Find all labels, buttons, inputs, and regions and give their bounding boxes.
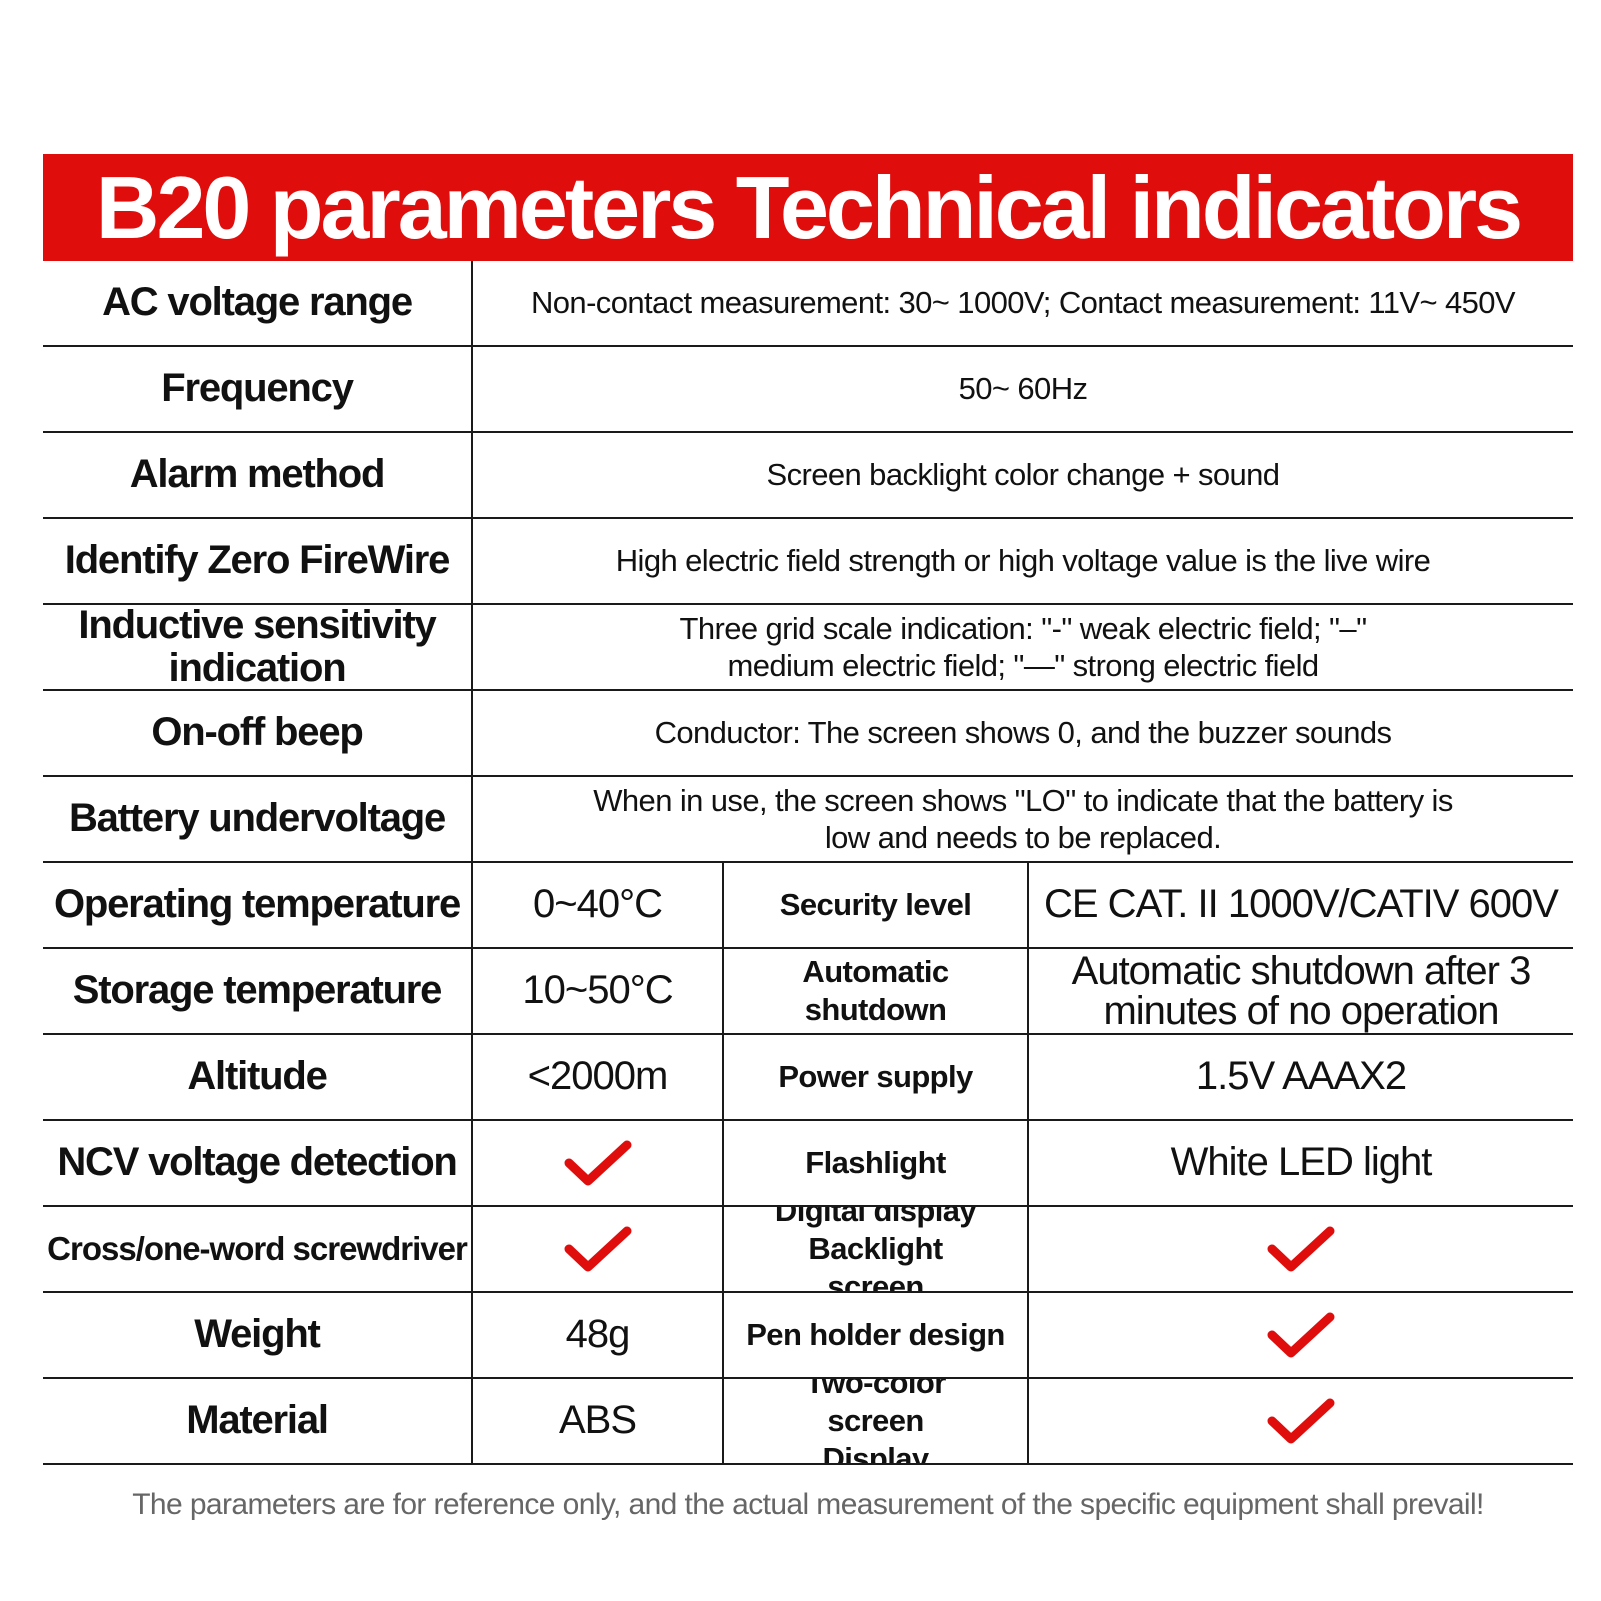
spec-label-secondary: Power supply xyxy=(722,1035,1027,1119)
disclaimer-note: The parameters are for reference only, a… xyxy=(132,1488,1484,1521)
spec-value: 10~50°C xyxy=(471,949,722,1033)
spec-label: Storage temperature xyxy=(72,968,443,1013)
spec-label: Operating temperature xyxy=(53,882,461,927)
spec-label-secondary: Pen holder design xyxy=(722,1293,1027,1377)
spec-value: 48g xyxy=(471,1293,722,1377)
spec-label: Frequency xyxy=(161,366,354,411)
spec-row-on-off-beep: On-off beep Conductor: The screen shows … xyxy=(43,691,1573,777)
spec-value: 50~ 60Hz xyxy=(471,347,1573,431)
spec-label: On-off beep xyxy=(151,710,363,755)
spec-value: High electric field strength or high vol… xyxy=(471,519,1573,603)
spec-label: Battery undervoltage xyxy=(68,796,446,841)
check-icon xyxy=(1027,1379,1573,1463)
spec-row-frequency: Frequency 50~ 60Hz xyxy=(43,347,1573,433)
spec-value: ABS xyxy=(471,1379,722,1463)
spec-label: Altitude xyxy=(187,1054,327,1099)
spec-label: Identify Zero FireWire xyxy=(64,538,451,583)
spec-row-storage-temperature: Storage temperature 10~50°C Automatic sh… xyxy=(43,949,1573,1035)
spec-label-secondary: Two-color screen Display xyxy=(722,1379,1027,1463)
check-icon xyxy=(471,1207,722,1291)
spec-row-inductive-sensitivity: Inductive sensitivity indication Three g… xyxy=(43,605,1573,691)
spec-row-alarm-method: Alarm method Screen backlight color chan… xyxy=(43,433,1573,519)
spec-row-weight: Weight 48g Pen holder design xyxy=(43,1293,1573,1379)
spec-label: Alarm method xyxy=(129,452,386,497)
spec-value-secondary: Automatic shutdown after 3 minutes of no… xyxy=(1027,949,1573,1033)
spec-row-ac-voltage-range: AC voltage range Non-contact measurement… xyxy=(43,261,1573,347)
spec-label-secondary: Flashlight xyxy=(722,1121,1027,1205)
spec-label-secondary: Security level xyxy=(722,863,1027,947)
spec-value-secondary: CE CAT. II 1000V/CATIV 600V xyxy=(1027,863,1573,947)
spec-value-secondary: White LED light xyxy=(1027,1121,1573,1205)
spec-value: Conductor: The screen shows 0, and the b… xyxy=(471,691,1573,775)
spec-value: Screen backlight color change + sound xyxy=(471,433,1573,517)
spec-row-screwdriver: Cross/one-word screwdriver Digital displ… xyxy=(43,1207,1573,1293)
spec-value: <2000m xyxy=(471,1035,722,1119)
spec-row-material: Material ABS Two-color screen Display xyxy=(43,1379,1573,1465)
spec-row-altitude: Altitude <2000m Power supply 1.5V AAAX2 xyxy=(43,1035,1573,1121)
title-banner: B20 parameters Technical indicators xyxy=(43,154,1573,261)
spec-value-secondary: 1.5V AAAX2 xyxy=(1027,1035,1573,1119)
spec-label-secondary: Automatic shutdown xyxy=(722,949,1027,1033)
spec-row-ncv-voltage-detection: NCV voltage detection Flashlight White L… xyxy=(43,1121,1573,1207)
spec-label: Inductive sensitivity indication xyxy=(78,605,436,689)
spec-label: Cross/one-word screwdriver xyxy=(47,1230,468,1268)
spec-value: Non-contact measurement: 30~ 1000V; Cont… xyxy=(471,261,1573,345)
spec-value: 0~40°C xyxy=(471,863,722,947)
spec-label: Weight xyxy=(194,1312,321,1357)
spec-label: AC voltage range xyxy=(102,280,413,325)
spec-row-identify-zero-firewire: Identify Zero FireWire High electric fie… xyxy=(43,519,1573,605)
page-title: B20 parameters Technical indicators xyxy=(95,157,1523,257)
spec-row-battery-undervoltage: Battery undervoltage When in use, the sc… xyxy=(43,777,1573,863)
spec-label-secondary: Digital display Backlight screen xyxy=(722,1207,1027,1291)
spec-value: When in use, the screen shows "LO" to in… xyxy=(471,777,1573,861)
check-icon xyxy=(1027,1207,1573,1291)
spec-label: Material xyxy=(186,1398,329,1443)
spec-row-operating-temperature: Operating temperature 0~40°C Security le… xyxy=(43,863,1573,949)
spec-label: NCV voltage detection xyxy=(57,1140,458,1185)
check-icon xyxy=(1027,1293,1573,1377)
check-icon xyxy=(471,1121,722,1205)
spec-value: Three grid scale indication: "-" weak el… xyxy=(471,605,1573,689)
